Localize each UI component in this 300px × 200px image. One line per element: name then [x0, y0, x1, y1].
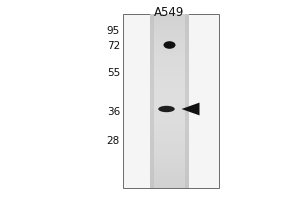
Bar — [150, 162, 189, 166]
Bar — [150, 75, 189, 79]
Bar — [150, 27, 189, 31]
Bar — [150, 179, 189, 184]
Bar — [150, 14, 189, 18]
Ellipse shape — [158, 106, 175, 112]
Bar — [150, 149, 189, 153]
Bar — [150, 175, 189, 179]
Bar — [150, 123, 189, 127]
Bar — [150, 110, 189, 114]
Bar — [150, 62, 189, 66]
Bar — [150, 71, 189, 75]
Text: A549: A549 — [154, 6, 185, 19]
Bar — [150, 53, 189, 57]
Bar — [150, 40, 189, 44]
Bar — [150, 114, 189, 118]
Bar — [150, 44, 189, 49]
Bar — [150, 166, 189, 171]
Text: 28: 28 — [107, 136, 120, 146]
Ellipse shape — [164, 41, 175, 49]
Bar — [150, 23, 189, 27]
Bar — [150, 184, 189, 188]
Bar — [150, 136, 189, 140]
Bar — [150, 84, 189, 88]
Bar — [150, 118, 189, 123]
Bar — [150, 31, 189, 36]
Bar — [150, 79, 189, 84]
Text: 55: 55 — [107, 68, 120, 78]
Bar — [150, 36, 189, 40]
Bar — [150, 101, 189, 105]
Bar — [150, 66, 189, 71]
Bar — [150, 18, 189, 23]
Bar — [150, 57, 189, 62]
Bar — [150, 171, 189, 175]
Bar — [123, 14, 219, 188]
Bar — [150, 88, 189, 92]
Bar — [150, 105, 189, 110]
Bar — [185, 14, 189, 188]
Bar — [150, 140, 189, 144]
Text: 36: 36 — [107, 107, 120, 117]
Bar — [150, 144, 189, 149]
Bar — [150, 127, 189, 131]
Bar — [150, 131, 189, 136]
Bar — [150, 97, 189, 101]
Polygon shape — [182, 103, 200, 115]
Bar — [150, 92, 189, 97]
Bar — [150, 49, 189, 53]
Bar — [150, 14, 154, 188]
Text: 95: 95 — [107, 26, 120, 36]
Text: 72: 72 — [107, 41, 120, 51]
Bar — [150, 158, 189, 162]
Bar — [150, 153, 189, 158]
